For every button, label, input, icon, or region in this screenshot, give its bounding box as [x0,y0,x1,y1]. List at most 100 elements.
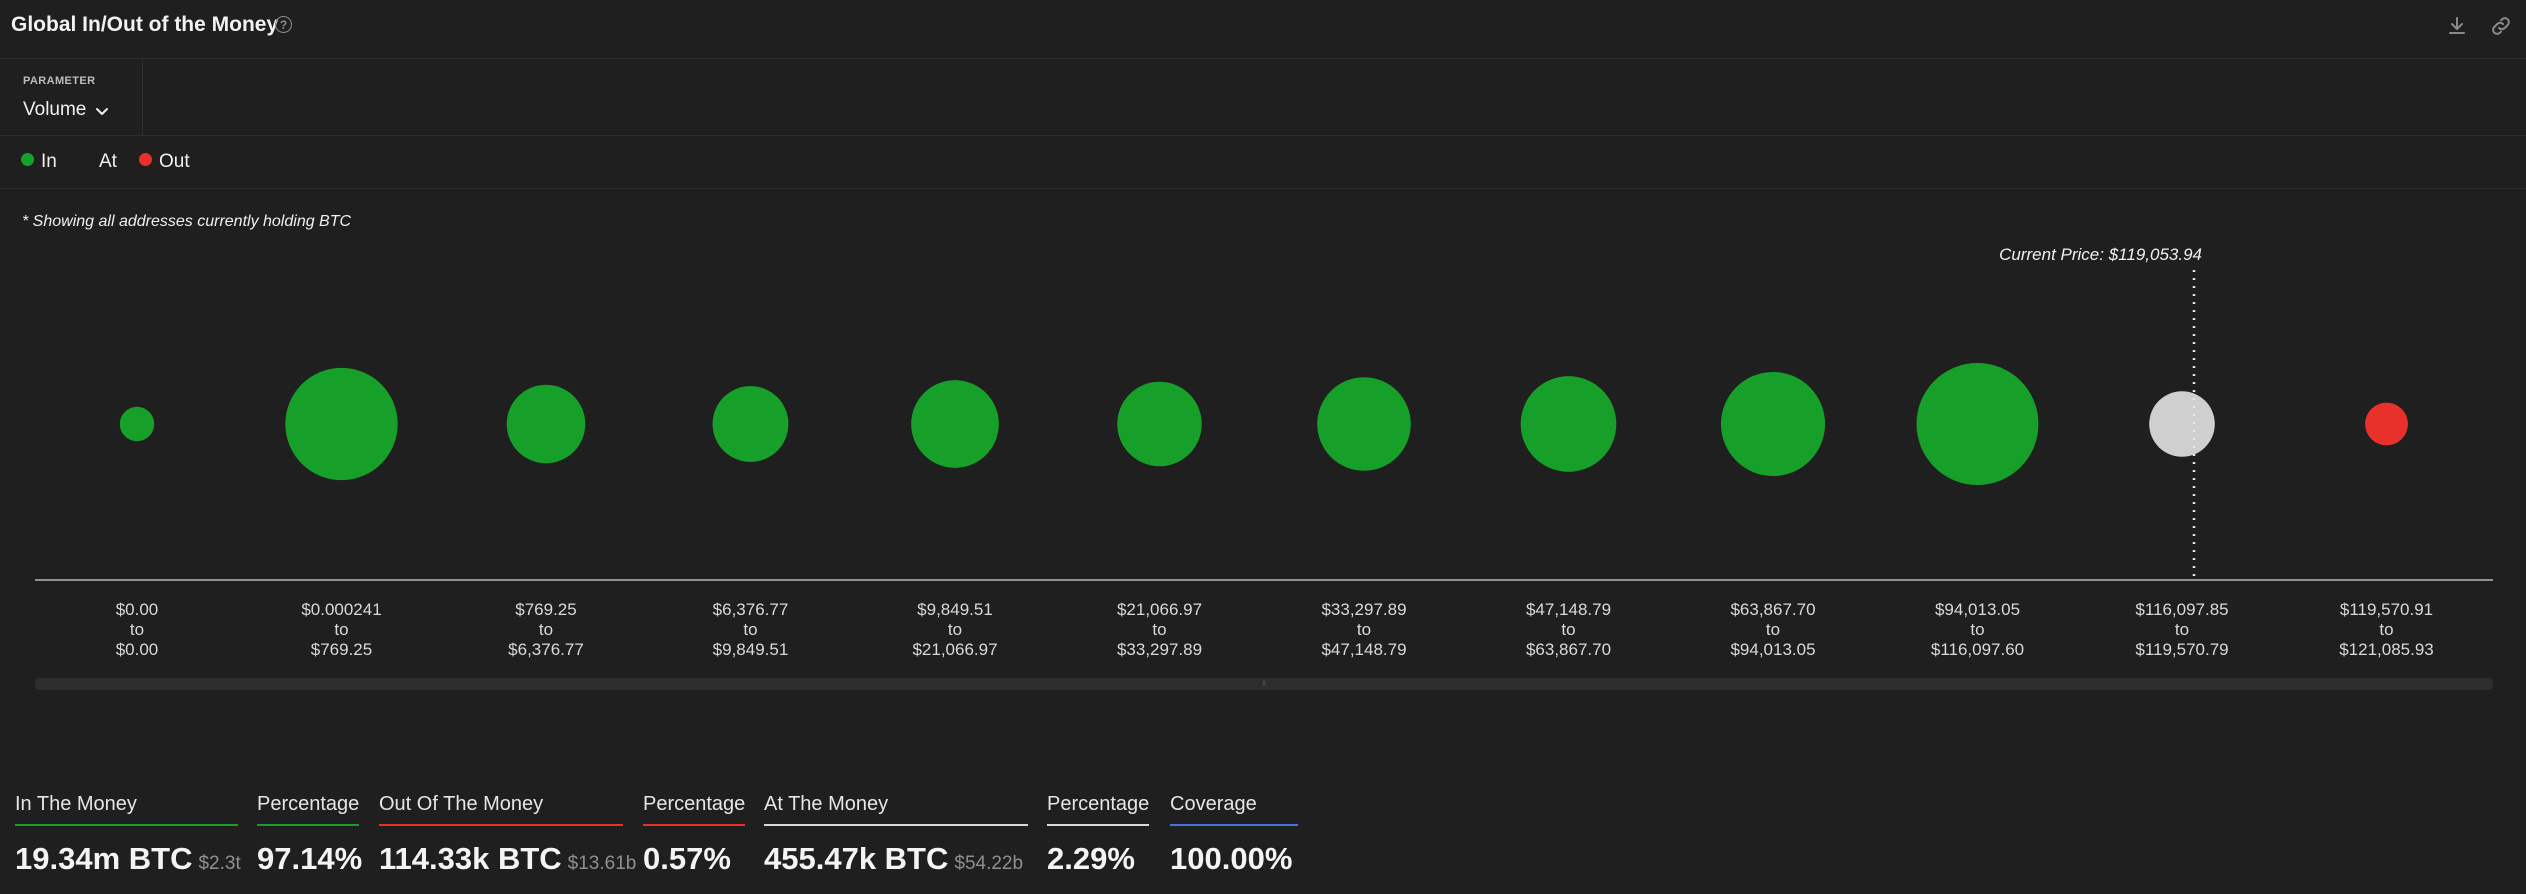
bubble-in[interactable] [285,367,398,481]
x-tick-from: $0.000241 [301,600,381,619]
x-tick-connector: to [1766,620,1780,639]
bubble-out[interactable] [2365,402,2408,446]
x-tick-from: $769.25 [515,600,576,619]
bubble-in[interactable] [1317,377,1411,471]
stat-value-group: 0.57% [643,841,731,877]
bubble-chart: Current Price: $119,053.94 $0.00 to $0.00$… [35,245,2493,659]
x-tick-connector: to [130,620,144,639]
x-tick-connector: to [743,620,757,639]
parameter-select[interactable]: PARAMETER Volume [0,59,143,135]
legend-item-in[interactable]: In [21,151,57,173]
x-tick-to: $769.25 [311,640,372,659]
x-tick-from: $94,013.05 [1935,600,2020,619]
stat-label: Percentage [257,793,359,826]
stat-value: 100.00% [1170,841,1293,876]
legend-item-out[interactable]: Out [139,151,190,173]
x-tick-connector: to [948,620,962,639]
legend-label-out: Out [159,151,190,172]
bubble-in[interactable] [506,384,586,464]
x-tick-label: $119,570.91 to $121,085.93 [2339,600,2434,659]
x-tick-connector: to [334,620,348,639]
x-tick-from: $33,297.89 [1321,600,1406,619]
x-tick-label: $63,867.70 to $94,013.05 [1730,600,1815,659]
x-tick-label: $94,013.05 to $116,097.60 [1931,600,2024,659]
x-tick-from: $6,376.77 [713,600,789,619]
stat-card: Out Of The Money 114.33k BTC $13.61b [379,793,636,876]
chart-note: * Showing all addresses currently holdin… [22,213,352,230]
scrollbar-grip-icon[interactable]: ⦀ [1262,679,1266,688]
x-tick-to: $6,376.77 [508,640,584,659]
bubble-in[interactable] [1520,376,1617,472]
bubble-in[interactable] [1117,381,1202,467]
x-tick-label: $47,148.79 to $63,867.70 [1526,600,1611,659]
x-tick-to: $21,066.97 [912,640,997,659]
stat-value: 0.57% [643,841,731,876]
x-tick-connector: to [1152,620,1166,639]
stat-card: At The Money 455.47k BTC $54.22b [764,793,1028,876]
x-tick-label: $0.00 to $0.00 [116,600,159,659]
legend-label-at: At [99,151,117,172]
stat-value: 19.34m BTC [15,841,193,876]
legend-item-at[interactable]: At [99,151,117,173]
bubble-in[interactable] [911,380,999,468]
stat-label: Percentage [643,793,745,826]
parameter-bar: PARAMETER Volume [0,59,2526,136]
current-price-label: Current Price: $119,053.94 [1999,245,2202,264]
stat-card: Percentage 97.14% [257,793,362,876]
x-tick-label: $0.000241 to $769.25 [301,600,381,659]
stat-value: 97.14% [257,841,363,876]
legend: In At Out [0,136,2526,189]
x-tick-from: $0.00 [116,600,159,619]
bubble-in[interactable] [712,386,789,462]
stat-card: Percentage 0.57% [643,793,745,876]
download-icon[interactable] [2445,14,2469,38]
x-tick-connector: to [1357,620,1371,639]
widget-header: Global In/Out of the Money ? [0,0,2526,59]
x-tick-from: $47,148.79 [1526,600,1611,619]
stat-usd-value: $2.3t [198,853,241,874]
stat-label: At The Money [764,793,1028,826]
legend-swatch-in [21,153,34,166]
x-tick-label: $21,066.97 to $33,297.89 [1117,600,1202,659]
x-tick-to: $0.00 [116,640,159,659]
bubble-at[interactable] [2149,391,2215,457]
x-tick-label: $9,849.51 to $21,066.97 [912,600,997,659]
link-icon[interactable] [2489,14,2513,38]
bubble-in[interactable] [1720,371,1826,477]
stat-value: 455.47k BTC [764,841,949,876]
x-tick-connector: to [2379,620,2393,639]
stat-value-group: 2.29% [1047,841,1135,877]
stat-label: Coverage [1170,793,1298,826]
parameter-label: PARAMETER [23,75,96,87]
x-tick-connector: to [1561,620,1575,639]
legend-swatch-out [139,153,152,166]
stat-value-group: 19.34m BTC $2.3t [15,841,241,877]
stat-usd-value: $13.61b [567,853,637,874]
chart-scrollbar[interactable]: ⦀ [35,678,2493,690]
x-tick-to: $116,097.60 [1931,640,2024,659]
x-tick-to: $33,297.89 [1117,640,1202,659]
x-tick-label: $6,376.77 to $9,849.51 [713,600,789,659]
stat-card: Coverage 100.00% [1170,793,1298,876]
stat-value-group: 114.33k BTC $13.61b [379,841,636,877]
stat-value-group: 455.47k BTC $54.22b [764,841,1023,877]
parameter-value[interactable]: Volume [23,99,87,120]
bubble-in[interactable] [1916,363,2039,485]
x-tick-from: $9,849.51 [917,600,993,619]
chevron-down-icon[interactable] [94,103,110,119]
page-title: Global In/Out of the Money [11,13,279,36]
x-tick-to: $121,085.93 [2339,640,2434,659]
question-circle-icon[interactable]: ? [275,16,292,33]
x-tick-label: $769.25 to $6,376.77 [508,600,584,659]
stat-value: 2.29% [1047,841,1135,876]
x-tick-connector: to [2175,620,2189,639]
x-tick-label: $33,297.89 to $47,148.79 [1321,600,1406,659]
stat-label: Percentage [1047,793,1149,826]
stat-value-group: 100.00% [1170,841,1292,877]
x-tick-connector: to [539,620,553,639]
legend-label-in: In [41,151,57,172]
stat-card: In The Money 19.34m BTC $2.3t [15,793,241,876]
x-tick-to: $63,867.70 [1526,640,1611,659]
bubble-in[interactable] [119,406,155,442]
x-tick-to: $47,148.79 [1321,640,1406,659]
